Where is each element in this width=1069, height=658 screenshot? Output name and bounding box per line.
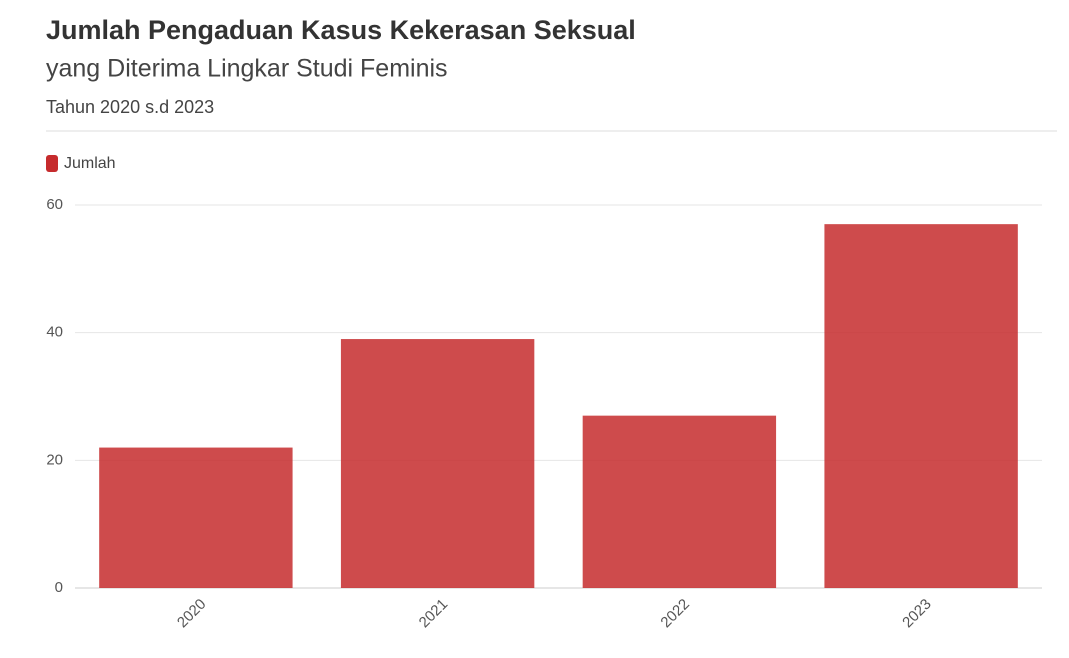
y-tick-label: 60 <box>46 196 63 213</box>
legend-swatch <box>46 155 58 172</box>
chart-title: Jumlah Pengaduan Kasus Kekerasan Seksual <box>46 15 636 45</box>
x-tick-label: 2023 <box>899 596 935 632</box>
y-tick-label: 40 <box>46 324 63 341</box>
bar <box>582 415 777 588</box>
y-tick-label: 0 <box>55 579 63 596</box>
x-tick-label: 2022 <box>657 596 693 632</box>
x-tick-label: 2021 <box>416 596 452 632</box>
y-tick-label: 20 <box>46 451 63 468</box>
bar <box>340 339 535 588</box>
bar <box>824 224 1018 588</box>
x-tick-label: 2020 <box>174 596 210 632</box>
chart-subtitle: yang Diterima Lingkar Studi Feminis <box>46 55 448 83</box>
bar <box>99 447 293 588</box>
legend-label: Jumlah <box>64 155 116 172</box>
chart-note: Tahun 2020 s.d 2023 <box>46 97 214 117</box>
